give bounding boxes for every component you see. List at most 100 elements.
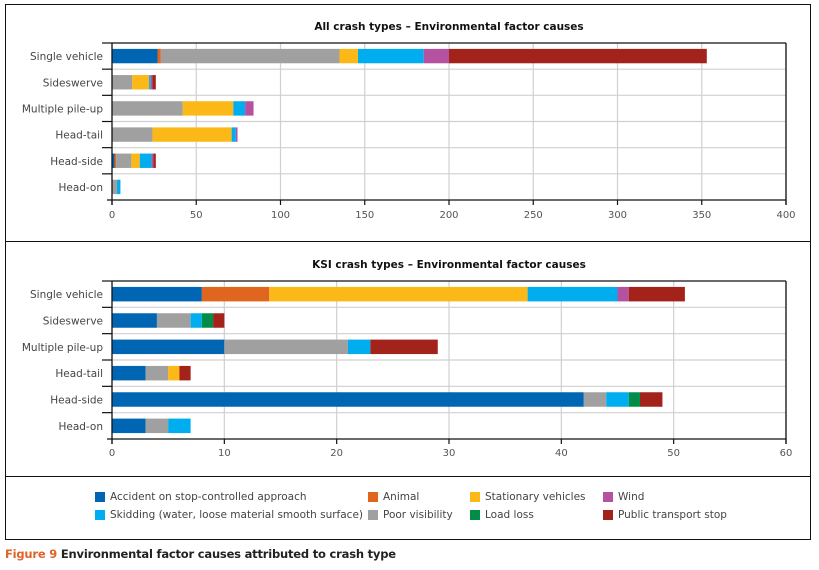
x-tick-label: 10	[218, 448, 231, 459]
category-label-head-side: Head-side	[50, 156, 103, 168]
chart-title: KSI crash types – Environmental factor c…	[312, 259, 586, 271]
bar-segment-accident-on-stop-controlled-approach-head-side	[112, 392, 584, 407]
legend-swatch	[603, 510, 613, 520]
x-tick-label: 60	[780, 448, 793, 459]
category-label-sideswerve: Sideswerve	[43, 316, 103, 328]
bar-segment-accident-on-stop-controlled-approach-single-vehicle	[112, 286, 202, 302]
legend-item-wind: Wind	[603, 491, 644, 503]
legend-item-public-transport-stop: Public transport stop	[603, 509, 727, 521]
bar-segment-poor-visibility-head-on	[145, 418, 169, 434]
bar-segment-poor-visibility-multiple-pile-up	[224, 339, 348, 355]
category-label-sideswerve: Sideswerve	[43, 77, 103, 89]
legend-item-stationary-vehicles: Stationary vehicles	[470, 491, 586, 503]
bar-segment-stationary-vehicles-sideswerve	[132, 75, 150, 90]
panel-divider-top	[5, 241, 811, 242]
bar-segment-accident-on-stop-controlled-approach-multiple-pile-up	[112, 339, 225, 355]
bar-segment-public-transport-stop-single-vehicle	[628, 286, 685, 302]
bar-segment-wind-sideswerve	[150, 75, 153, 90]
bar-segment-poor-visibility-head-on	[112, 179, 118, 195]
x-tick-label: 150	[355, 210, 374, 221]
legend-item-load-loss: Load loss	[470, 509, 534, 521]
bar-segment-accident-on-stop-controlled-approach-head-tail	[112, 365, 146, 381]
bar-segment-stationary-vehicles-head-tail	[152, 127, 232, 142]
legend-swatch	[470, 492, 480, 502]
x-tick-label: 200	[439, 210, 458, 221]
bar-segment-poor-visibility-multiple-pile-up	[112, 101, 183, 116]
bar-segment-animal-head-side	[114, 153, 117, 168]
bar-segment-skidding-water-loose-material-smooth-surface-head-on	[117, 179, 121, 195]
legend-item-animal: Animal	[368, 491, 419, 503]
bar-segment-skidding-water-loose-material-smooth-surface-head-on	[168, 418, 191, 434]
legend: Accident on stop-controlled approach Skid…	[95, 491, 795, 531]
bar-segment-skidding-water-loose-material-smooth-surface-sideswerve	[149, 75, 151, 90]
legend-swatch	[95, 510, 105, 520]
bar-segment-accident-on-stop-controlled-approach-head-on	[112, 418, 146, 434]
legend-swatch	[603, 492, 613, 502]
x-tick-label: 0	[109, 210, 115, 221]
bar-segment-skidding-water-loose-material-smooth-surface-head-side	[139, 153, 152, 168]
x-tick-label: 100	[271, 210, 290, 221]
chart-title: All crash types – Environmental factor c…	[314, 21, 583, 33]
bar-segment-wind-head-tail	[235, 127, 238, 142]
bar-segment-poor-visibility-head-tail	[145, 365, 169, 381]
x-tick-label: 30	[443, 448, 456, 459]
figure-number: Figure 9	[5, 547, 58, 561]
bar-segment-accident-on-stop-controlled-approach-single-vehicle	[112, 48, 158, 64]
figure-frame	[5, 4, 811, 540]
x-tick-label: 40	[555, 448, 568, 459]
bar-segment-load-loss-head-side	[628, 392, 640, 407]
bar-segment-skidding-water-loose-material-smooth-surface-single-vehicle	[358, 48, 424, 64]
bar-segment-poor-visibility-sideswerve	[156, 313, 191, 328]
bar-segment-public-transport-stop-head-side	[153, 153, 156, 168]
legend-item-skidding-water-loose-material-smooth-surface: Skidding (water, loose material smooth s…	[95, 509, 363, 521]
bar-segment-animal-single-vehicle	[157, 48, 161, 64]
bar-segment-skidding-water-loose-material-smooth-surface-head-side	[606, 392, 629, 407]
bar-segment-wind-head-side	[151, 153, 154, 168]
bar-segment-stationary-vehicles-head-tail	[168, 365, 180, 381]
x-tick-label: 350	[692, 210, 711, 221]
bar-segment-stationary-vehicles-single-vehicle	[339, 48, 359, 64]
legend-swatch	[95, 492, 105, 502]
figure-caption: Figure 9 Environmental factor causes att…	[5, 547, 396, 561]
x-tick-label: 20	[330, 448, 343, 459]
bar-segment-skidding-water-loose-material-smooth-surface-single-vehicle	[527, 286, 618, 302]
legend-item-poor-visibility: Poor visibility	[368, 509, 453, 521]
bar-segment-wind-single-vehicle	[423, 48, 449, 64]
legend-swatch	[470, 510, 480, 520]
x-tick-label: 300	[608, 210, 627, 221]
legend-label: Public transport stop	[618, 509, 727, 521]
bar-segment-stationary-vehicles-multiple-pile-up	[182, 101, 234, 116]
x-tick-label: 0	[109, 448, 115, 459]
category-label-single-vehicle: Single vehicle	[30, 289, 103, 301]
x-tick-label: 250	[524, 210, 543, 221]
bar-segment-stationary-vehicles-single-vehicle	[269, 286, 528, 302]
bar-segment-load-loss-sideswerve	[201, 313, 214, 328]
bar-segment-poor-visibility-single-vehicle	[160, 48, 340, 64]
bar-segment-skidding-water-loose-material-smooth-surface-multiple-pile-up	[233, 101, 246, 116]
bar-segment-skidding-water-loose-material-smooth-surface-multiple-pile-up	[347, 339, 371, 355]
legend-label: Animal	[383, 491, 420, 503]
x-tick-label: 400	[776, 210, 795, 221]
bar-segment-public-transport-stop-single-vehicle	[449, 48, 707, 64]
bar-segment-poor-visibility-sideswerve	[112, 75, 133, 90]
bar-segment-stationary-vehicles-head-side	[131, 153, 140, 168]
bar-segment-wind-multiple-pile-up	[245, 101, 254, 116]
chart-all-crash-types: All crash types – Environmental factor c…	[22, 21, 796, 221]
x-tick-label: 50	[190, 210, 203, 221]
category-label-single-vehicle: Single vehicle	[30, 51, 103, 63]
bar-segment-public-transport-stop-sideswerve	[213, 313, 225, 328]
category-label-head-on: Head-on	[58, 182, 103, 194]
legend-swatch	[368, 510, 378, 520]
legend-label: Wind	[618, 491, 645, 503]
legend-label: Poor visibility	[383, 509, 453, 521]
x-tick-label: 50	[667, 448, 680, 459]
panel-divider-bottom	[5, 476, 811, 477]
figure-caption-text: Environmental factor causes attributed t…	[57, 547, 396, 561]
legend-label: Stationary vehicles	[485, 491, 586, 503]
legend-label: Load loss	[485, 509, 534, 521]
category-label-head-tail: Head-tail	[55, 368, 103, 380]
bar-segment-animal-single-vehicle	[201, 286, 270, 302]
chart-ksi-crash-types: KSI crash types – Environmental factor c…	[22, 259, 793, 459]
bar-segment-wind-single-vehicle	[617, 286, 629, 302]
bar-segment-public-transport-stop-sideswerve	[152, 75, 156, 90]
